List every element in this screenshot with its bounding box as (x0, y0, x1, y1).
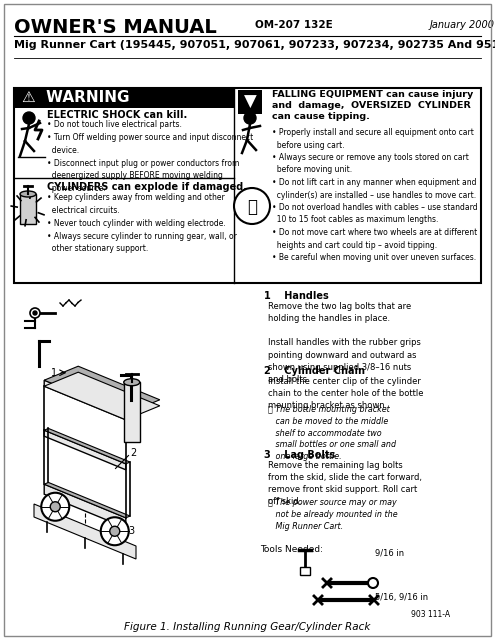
Text: CYLINDERS can explode if damaged.: CYLINDERS can explode if damaged. (47, 182, 247, 192)
Text: Mig Runner Cart (195445, 907051, 907061, 907233, 907234, 902735 And 951033): Mig Runner Cart (195445, 907051, 907061,… (14, 40, 495, 50)
FancyBboxPatch shape (20, 194, 36, 224)
Circle shape (41, 493, 69, 521)
Circle shape (50, 502, 60, 512)
FancyBboxPatch shape (14, 88, 234, 108)
FancyBboxPatch shape (300, 567, 310, 575)
Circle shape (30, 308, 40, 318)
Circle shape (33, 311, 37, 315)
Ellipse shape (20, 191, 36, 197)
Text: Remove the remaining lag bolts
from the skid, slide the cart forward,
remove fro: Remove the remaining lag bolts from the … (268, 461, 422, 506)
Polygon shape (44, 428, 130, 464)
Text: 3: 3 (129, 527, 135, 536)
Circle shape (234, 188, 270, 224)
Polygon shape (44, 372, 160, 420)
Text: 2    Cylinder Chain: 2 Cylinder Chain (264, 365, 365, 376)
Polygon shape (44, 483, 130, 518)
Circle shape (368, 578, 378, 588)
Circle shape (110, 526, 120, 536)
FancyBboxPatch shape (14, 88, 481, 283)
FancyBboxPatch shape (238, 90, 262, 114)
Polygon shape (44, 430, 126, 470)
Text: 5/16, 9/16 in: 5/16, 9/16 in (375, 593, 428, 602)
Text: 903 111-A: 903 111-A (411, 610, 450, 619)
Text: ▼: ▼ (244, 93, 256, 111)
Text: • Properly install and secure all equipment onto cart
  before using cart.
• Alw: • Properly install and secure all equipm… (272, 128, 478, 262)
Polygon shape (44, 366, 160, 414)
Circle shape (244, 112, 256, 124)
Circle shape (101, 517, 129, 545)
Text: 1    Handles: 1 Handles (264, 291, 329, 301)
Text: January 2000: January 2000 (430, 20, 495, 30)
Polygon shape (34, 504, 136, 559)
Text: ⚠  WARNING: ⚠ WARNING (22, 90, 130, 105)
Text: 🚫: 🚫 (247, 198, 257, 216)
Text: OWNER'S MANUAL: OWNER'S MANUAL (14, 18, 217, 37)
Polygon shape (44, 380, 126, 420)
Text: ⎆ The power source may or may
   not be already mounted in the
   Mig Runner Car: ⎆ The power source may or may not be alr… (268, 498, 397, 531)
Text: Install the center clip of the cylinder
chain to the center hole of the bottle
m: Install the center clip of the cylinder … (268, 376, 424, 410)
FancyBboxPatch shape (124, 382, 140, 442)
Text: ELECTRIC SHOCK can kill.: ELECTRIC SHOCK can kill. (47, 110, 187, 120)
Text: 3    Lag Bolts: 3 Lag Bolts (264, 450, 335, 460)
Text: FALLING EQUIPMENT can cause injury
and  damage,  OVERSIZED  CYLINDER
can cause t: FALLING EQUIPMENT can cause injury and d… (272, 90, 473, 121)
Text: 9/16 in: 9/16 in (375, 549, 404, 558)
Polygon shape (44, 484, 126, 528)
Text: Remove the two lag bolts that are
holding the handles in place.

Install handles: Remove the two lag bolts that are holdin… (268, 302, 421, 384)
Text: OM-207 132E: OM-207 132E (255, 20, 333, 30)
Text: 2: 2 (131, 449, 137, 458)
Text: • Keep cylinders away from welding and other
  electrical circuits.
• Never touc: • Keep cylinders away from welding and o… (47, 193, 237, 253)
Text: Figure 1. Installing Running Gear/Cylinder Rack: Figure 1. Installing Running Gear/Cylind… (124, 622, 370, 632)
Text: • Do not touch live electrical parts.
• Turn Off welding power source and input : • Do not touch live electrical parts. • … (47, 120, 253, 193)
Circle shape (23, 112, 35, 124)
Text: ⎆ The bottle mounting bracket
   can be moved to the middle
   shelf to accommod: ⎆ The bottle mounting bracket can be mov… (268, 405, 396, 461)
Ellipse shape (124, 379, 140, 386)
Text: Tools Needed:: Tools Needed: (260, 545, 323, 554)
Text: 1: 1 (51, 368, 57, 378)
